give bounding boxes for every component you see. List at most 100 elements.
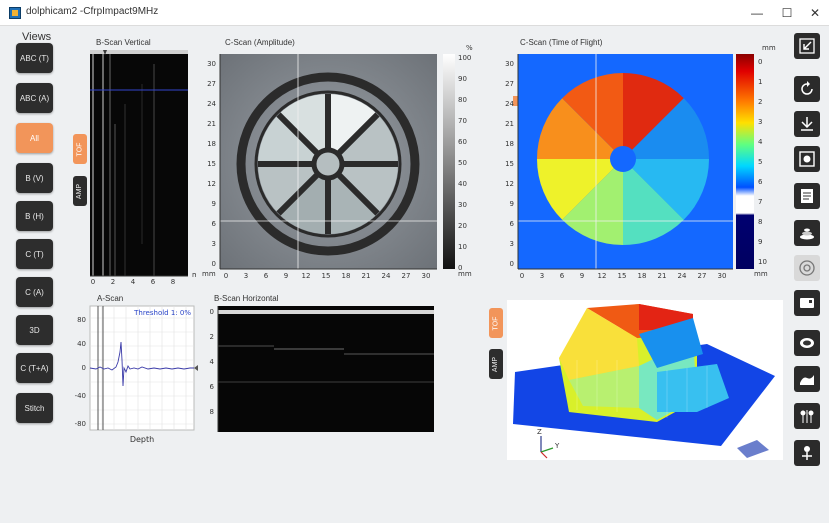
bscan-vertical-plot[interactable]: 0 2 4 6 8 mm [84, 44, 196, 284]
maximize-button[interactable]: ☐ [781, 6, 793, 20]
cscan-amplitude-y-tick: 6 [212, 220, 217, 228]
bscan-vertical-x-tick: 4 [131, 278, 136, 284]
cscan-tof-x-tick: 27 [698, 272, 707, 280]
layers-button[interactable] [794, 220, 820, 246]
view-3d[interactable]: Z Y [507, 300, 783, 460]
cscan-tof-y-tick: 6 [510, 220, 515, 228]
cscan-amplitude-x-tick: 27 [402, 272, 411, 280]
cscan-tof-y-tick: 15 [505, 160, 514, 168]
card-button[interactable] [794, 290, 820, 316]
cscan-tof-x-tick: 30 [718, 272, 727, 280]
view-button[interactable]: C (A) [16, 277, 53, 307]
report-icon [801, 189, 813, 203]
view-button[interactable]: ABC (A) [16, 83, 53, 113]
cscan-tof-x-tick: 3 [540, 272, 544, 280]
cscan-amplitude-x-tick: 6 [264, 272, 269, 280]
tof-colorbar-unit-top: mm [762, 44, 776, 52]
rotate-button[interactable] [794, 76, 820, 102]
tof-colorbar-unit-bottom: mm [754, 270, 768, 278]
bscan-horizontal-y-tick: 0 [210, 308, 214, 316]
ascan-y-ticks: 80 40 0 -40 -80 [75, 316, 86, 428]
target-button[interactable] [794, 255, 820, 281]
cscan-tof-x-tick: 6 [560, 272, 565, 280]
view-button[interactable]: All [16, 123, 53, 153]
tof-colorbar-tick: 0 [758, 58, 762, 66]
ascan-y-tick: 40 [77, 340, 86, 348]
ascan-y-tick: 0 [82, 364, 86, 372]
cscan-amplitude-x-tick: 12 [302, 272, 311, 280]
ascan-title: A-Scan [97, 294, 124, 303]
markers-button[interactable] [794, 403, 820, 429]
cscan-amplitude-x-tick: 0 [224, 272, 228, 280]
cscan-amplitude-x-tick: 21 [362, 272, 371, 280]
amplitude-colorbar-tick: 90 [458, 75, 467, 83]
app-logo-icon [9, 7, 21, 19]
cscan-tof-x-ticks: 0 3 6 9 12 15 18 21 24 27 30 [520, 272, 727, 280]
tab-tof-upper[interactable]: TOF [73, 134, 87, 164]
bscan-horizontal-y-tick: 2 [210, 333, 214, 341]
tof-colorbar-tick: 2 [758, 98, 762, 106]
tof-colorbar-tick: 4 [758, 138, 763, 146]
cscan-amplitude-y-tick: 24 [207, 100, 216, 108]
cscan-tof-y-tick: 27 [505, 80, 514, 88]
cscan-tof-x-tick: 18 [638, 272, 647, 280]
tof-colorbar-tick: 8 [758, 218, 762, 226]
download-icon [801, 117, 813, 131]
tof-colorbar-tick: 9 [758, 238, 762, 246]
stack-icon [800, 228, 814, 240]
cscan-amplitude-plot[interactable]: 30 27 24 21 18 15 12 9 6 3 0 0 3 6 9 12 … [200, 44, 490, 284]
report-button[interactable] [794, 183, 820, 209]
cscan-amplitude-y-tick: 15 [207, 160, 216, 168]
views-heading: Views [22, 31, 52, 43]
amplitude-colorbar-unit-top: % [466, 44, 473, 52]
cscan-amplitude-y-tick: 18 [207, 140, 216, 148]
tab-tof-lower[interactable]: TOF [489, 308, 503, 338]
view-button[interactable]: C (T+A) [16, 353, 53, 383]
bscan-horizontal-y-tick: 4 [210, 358, 215, 366]
bscan-vertical-title: B-Scan Vertical [96, 38, 151, 47]
cscan-amplitude-x-ticks: 0 3 6 9 12 15 18 21 24 27 30 [224, 272, 431, 280]
bscan-vertical-unit: mm [192, 271, 196, 279]
cscan-amplitude-y-tick: 12 [207, 180, 216, 188]
view-button[interactable]: C (T) [16, 239, 53, 269]
collapse-button[interactable] [794, 33, 820, 59]
tab-amp-lower[interactable]: AMP [489, 349, 503, 379]
amplitude-colorbar-tick: 20 [458, 222, 467, 230]
download-button[interactable] [794, 111, 820, 137]
minimize-button[interactable]: — [751, 6, 763, 20]
cscan-tof-x-tick: 0 [520, 272, 524, 280]
tof-colorbar-tick: 3 [758, 118, 762, 126]
cscan-tof-x-tick: 15 [618, 272, 627, 280]
cscan-amplitude-y-tick: 3 [212, 240, 216, 248]
cscan-amplitude-x-unit: mm [202, 270, 216, 278]
view-button[interactable]: B (V) [16, 163, 53, 193]
bscan-horizontal-plot[interactable]: 0 2 4 6 8 [204, 302, 436, 434]
tof-colorbar-tick: 5 [758, 158, 762, 166]
view-button[interactable]: B (H) [16, 201, 53, 231]
amplitude-colorbar-tick: 70 [458, 117, 467, 125]
ascan-plot[interactable]: Threshold 1: 0% 80 40 0 -40 -80 Depth [62, 302, 202, 448]
bscan-vertical-x-ticks: 0 2 4 6 8 [91, 278, 175, 284]
probe-button[interactable] [794, 330, 820, 356]
cscan-tof-x-tick: 9 [580, 272, 584, 280]
transducer-icon [802, 446, 812, 460]
surface-button[interactable] [794, 366, 820, 392]
balloons-icon [800, 410, 814, 423]
view-button[interactable]: Stitch [16, 393, 53, 423]
cscan-tof-y-ticks: 30 27 24 21 18 15 12 9 6 3 0 [505, 60, 514, 268]
tab-amp-upper[interactable]: AMP [73, 176, 87, 206]
amplitude-colorbar-tick: 30 [458, 201, 467, 209]
window-title: dolphicam2 -CfrpImpact9MHz [26, 6, 159, 17]
amplitude-colorbar-tick: 100 [458, 54, 471, 62]
view-button[interactable]: 3D [16, 315, 53, 345]
cscan-tof-title: C-Scan (Time of Flight) [520, 38, 603, 47]
snapshot-button[interactable] [794, 146, 820, 172]
bscan-horizontal-y-ticks: 0 2 4 6 8 [210, 308, 215, 416]
cscan-tof-plot[interactable]: 30 27 24 21 18 15 12 9 6 3 0 0 3 6 9 12 … [500, 44, 790, 284]
amplitude-colorbar-tick: 40 [458, 180, 467, 188]
close-button[interactable]: ✕ [809, 6, 821, 20]
transducer-button[interactable] [794, 440, 820, 466]
bscan-horizontal-y-tick: 8 [210, 408, 214, 416]
cscan-tof-y-tick: 12 [505, 180, 514, 188]
view-button[interactable]: ABC (T) [16, 43, 53, 73]
